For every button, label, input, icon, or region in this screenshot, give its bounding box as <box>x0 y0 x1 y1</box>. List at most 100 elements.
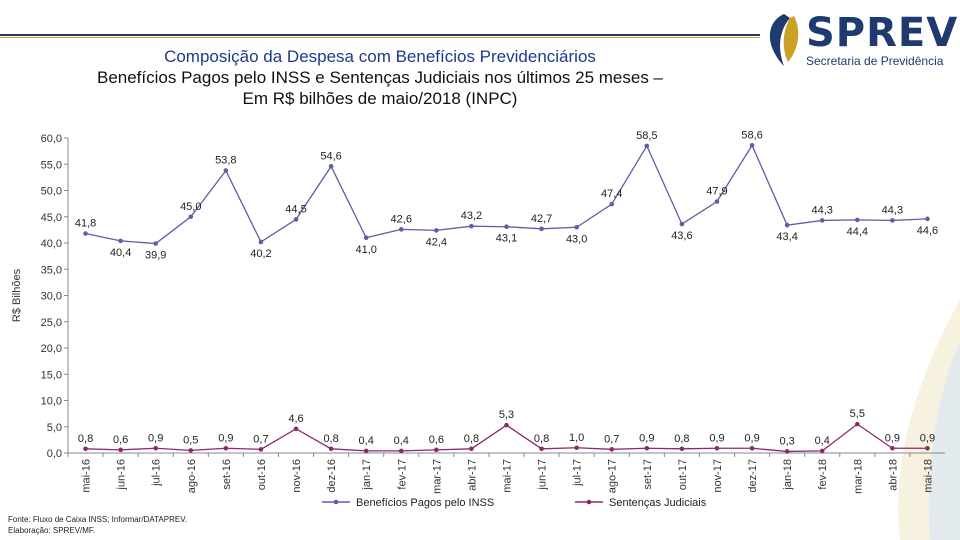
series-0-data-label: 44,4 <box>847 226 868 238</box>
series-0-data-label: 43,4 <box>776 231 797 243</box>
y-tick-label: 35,0 <box>41 264 62 276</box>
series-1-data-label: 0,8 <box>323 433 338 445</box>
x-tick-label: mai-17 <box>502 459 514 493</box>
legend-label: Sentenças Judiciais <box>609 497 707 509</box>
series-1-point <box>855 421 860 427</box>
header-rule-accent <box>0 37 760 38</box>
series-1-point <box>784 449 790 454</box>
series-1-data-label: 0,6 <box>429 434 444 446</box>
series-0-point <box>749 143 755 148</box>
sprev-logo: SPREV Secretaria de Previdência <box>762 8 957 72</box>
y-axis-label: R$ Bilhões <box>11 268 23 322</box>
series-0-data-label: 40,2 <box>250 248 271 260</box>
y-tick-label: 15,0 <box>41 369 62 381</box>
x-tick-label: mai-16 <box>81 459 93 493</box>
series-1-point <box>188 448 194 453</box>
x-tick-label: set-17 <box>642 459 654 490</box>
series-1-data-label: 0,9 <box>148 432 163 444</box>
series-1-data-label: 0,4 <box>359 435 374 447</box>
series-0-point <box>574 224 579 230</box>
series-1-point <box>258 447 264 452</box>
logo-mark-icon <box>769 14 799 66</box>
series-1-data-label: 0,8 <box>78 433 93 445</box>
series-1-point <box>434 447 439 453</box>
series-0-point <box>539 226 544 232</box>
chart-units: Em R$ bilhões de maio/2018 (INPC) <box>242 89 518 108</box>
header-rule <box>0 34 760 36</box>
series-0-data-label: 39,9 <box>145 250 166 262</box>
series-1-data-label: 0,9 <box>639 432 654 444</box>
x-tick-label: jul-17 <box>572 459 584 487</box>
series-0-data-label: 44,3 <box>882 204 903 216</box>
y-tick-label: 5,0 <box>47 422 62 434</box>
series-0-point <box>784 222 790 228</box>
series-1-point <box>83 446 88 452</box>
series-1-data-label: 4,6 <box>288 413 303 425</box>
series-1-data-label: 0,8 <box>534 433 549 445</box>
series-1-data-label: 0,8 <box>674 433 689 445</box>
series-1-data-label: 5,5 <box>850 408 865 420</box>
series-1-point <box>539 446 544 452</box>
series-0-data-label: 42,7 <box>531 213 552 225</box>
series-0-point <box>398 227 404 232</box>
x-tick-label: fev-18 <box>817 459 829 490</box>
series-1-data-label: 5,3 <box>499 409 514 421</box>
x-tick-label: ago-16 <box>186 459 198 493</box>
series-0-point <box>609 201 615 207</box>
series-1-point <box>749 445 755 451</box>
series-0-point <box>83 231 88 236</box>
series-1-point <box>504 422 509 428</box>
line-chart: 0,0 5,0 10,0 15,0 20,0 25,0 30,0 35,0 40,0 45,0 50… <box>11 129 945 509</box>
x-tick-label: ago-17 <box>607 459 619 493</box>
series-0-data-label: 44,5 <box>285 203 306 215</box>
y-tick-label: 25,0 <box>41 317 62 329</box>
series-1-data-label: 0,3 <box>779 435 794 447</box>
x-tick-label: jun-16 <box>116 459 128 491</box>
series-1-point <box>153 445 158 451</box>
series-0-data-label: 43,0 <box>566 233 587 245</box>
x-tick-label: dez-16 <box>326 459 338 493</box>
series-1-data-label: 0,5 <box>183 434 198 446</box>
series-0-data-label: 58,6 <box>741 129 762 141</box>
series-1-data-label: 1,0 <box>569 432 584 444</box>
series-1-data-label: 0,9 <box>885 432 900 444</box>
series-1-point <box>890 445 895 451</box>
chart-subtitle: Benefícios Pagos pelo INSS e Sentenças J… <box>96 68 664 87</box>
chart-title-block: Composição da Despesa com Benefícios Pre… <box>0 46 760 109</box>
series-0-point <box>328 164 334 169</box>
series-1-data-label: 0,6 <box>113 434 128 446</box>
series-0-data-label: 54,6 <box>320 150 341 162</box>
x-tick-label: set-16 <box>221 459 233 490</box>
series-1-point <box>609 447 615 452</box>
series-0-point <box>469 223 474 229</box>
series-0-point <box>118 238 123 244</box>
series-0-point <box>890 218 895 223</box>
x-tick-label: jan-17 <box>361 459 373 491</box>
x-tick-label: mar-17 <box>431 459 443 494</box>
series-1-data-label: 0,9 <box>744 432 759 444</box>
x-tick-label: mai-18 <box>922 459 934 493</box>
series-line-1 <box>85 423 928 453</box>
logo-wordmark: SPREV <box>806 10 959 56</box>
footnote-credit: Elaboração: SPREV/MF. <box>8 526 96 535</box>
y-tick-label: 0,0 <box>47 448 62 460</box>
series-0-data-label: 43,2 <box>461 210 482 222</box>
series-1-data-label: 0,7 <box>253 433 268 445</box>
x-tick-label: abr-17 <box>466 459 478 491</box>
y-tick-label: 60,0 <box>41 133 62 145</box>
series-0-point <box>258 239 264 245</box>
series-1-point <box>925 445 930 451</box>
series-0-data-label: 47,9 <box>706 186 727 198</box>
series-0-data-label: 58,5 <box>636 130 657 142</box>
series-1-point <box>714 445 720 451</box>
y-tick-label: 50,0 <box>41 186 62 198</box>
x-tick-label: nov-17 <box>712 459 724 493</box>
legend-swatch-marker <box>586 499 592 505</box>
series-0-point <box>293 217 299 222</box>
y-tick-label: 20,0 <box>41 343 62 355</box>
series-1-data-label: 0,7 <box>604 433 619 445</box>
chart-axes: 0,0 5,0 10,0 15,0 20,0 25,0 30,0 35,0 40,0 45,0 50… <box>11 133 945 494</box>
series-0-point <box>714 199 720 204</box>
series-0-data-label: 53,8 <box>215 155 236 167</box>
series-0-point <box>153 241 158 246</box>
